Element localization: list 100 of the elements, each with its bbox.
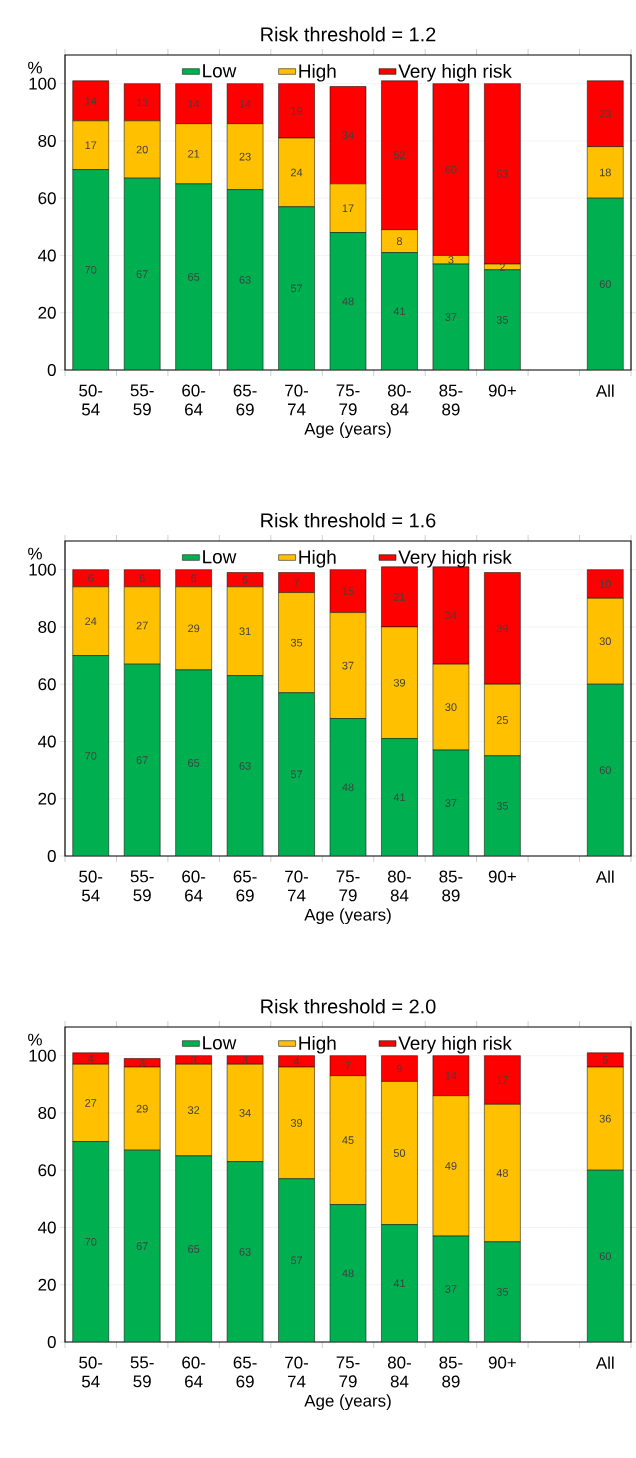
data-label: 30 [599, 637, 611, 646]
data-label: 35 [496, 1288, 508, 1296]
data-label: 8 [396, 237, 403, 246]
data-label: 67 [136, 1242, 148, 1250]
data-label: 60 [599, 1252, 611, 1260]
data-label: 27 [136, 621, 148, 630]
x-tick-label: All [595, 870, 614, 883]
y-tick-label: 80 [38, 1106, 56, 1119]
data-label: 70 [85, 751, 97, 760]
data-label: 45 [342, 1136, 354, 1144]
data-label: 65 [188, 1245, 200, 1253]
data-label: 39 [290, 1119, 303, 1127]
data-label: 5 [602, 1056, 608, 1064]
data-label: 29 [188, 624, 200, 633]
chart-title: Risk threshold = 2.0 [261, 998, 436, 1014]
data-label: 14 [188, 99, 200, 108]
data-label: 14 [85, 97, 97, 105]
data-label: 36 [599, 1114, 611, 1123]
data-label: 49 [445, 1162, 457, 1170]
data-label: 14 [445, 1071, 457, 1080]
x-tick-label: 55-59 [130, 870, 154, 902]
x-tick-label: 50-54 [79, 870, 103, 902]
x-tick-label: 90+ [488, 384, 516, 397]
data-label: 3 [242, 1056, 248, 1064]
data-label: 24 [291, 168, 303, 177]
x-tick-label: 80-84 [387, 870, 411, 902]
data-label: 63 [239, 275, 251, 284]
y-tick-label: 60 [38, 678, 56, 691]
data-label: 60 [599, 280, 611, 288]
chart-title: Risk threshold = 1.2 [261, 26, 436, 42]
y-axis-title: % [28, 1033, 42, 1046]
x-tick-label: 65-69 [233, 384, 257, 416]
data-label: 39 [393, 678, 406, 687]
y-tick-label: 20 [38, 1278, 56, 1291]
data-label: 20 [136, 145, 148, 154]
data-label: 41 [393, 793, 406, 802]
x-tick-label: 60-64 [182, 870, 206, 902]
legend-label: Very high risk [398, 1035, 512, 1054]
x-tick-label: 65-69 [233, 1356, 257, 1388]
data-label: 4 [87, 1054, 94, 1063]
data-label: 37 [342, 661, 354, 670]
x-tick-label: 55-59 [130, 1356, 154, 1388]
data-label: 48 [342, 1269, 354, 1278]
data-label: 6 [88, 574, 94, 583]
x-tick-label: 70-74 [285, 384, 309, 416]
data-label: 35 [496, 802, 508, 810]
data-label: 41 [393, 1279, 406, 1288]
data-label: 9 [396, 1064, 402, 1073]
x-tick-label: 60-64 [182, 1356, 206, 1388]
y-tick-label: 0 [47, 850, 56, 863]
data-label: 10 [600, 580, 611, 588]
legend-label: Low [203, 550, 237, 564]
data-label: 63 [496, 169, 508, 178]
legend-label: High [299, 549, 336, 568]
data-label: 15 [342, 587, 354, 595]
data-label: 65 [188, 759, 200, 767]
y-tick-label: 100 [29, 1049, 56, 1062]
y-tick-label: 60 [38, 1164, 56, 1177]
y-tick-label: 40 [38, 735, 56, 748]
x-tick-label: 70-74 [285, 870, 309, 902]
legend-label: High [299, 63, 336, 82]
data-label: 57 [290, 1256, 303, 1265]
y-tick-label: 60 [38, 192, 56, 205]
x-tick-label: 90+ [488, 1356, 516, 1369]
bar [484, 83, 521, 265]
x-tick-label: 85-89 [439, 870, 463, 902]
data-label: 50 [393, 1149, 406, 1157]
data-label: 3 [191, 1056, 197, 1064]
x-axis-title: Age (years) [304, 1394, 391, 1411]
x-tick-label: 50-54 [79, 384, 103, 416]
y-tick-label: 0 [47, 1336, 56, 1349]
data-label: 14 [239, 99, 251, 108]
data-label: 32 [187, 1106, 200, 1114]
data-label: 23 [599, 109, 611, 118]
data-label: 60 [445, 165, 457, 174]
y-tick-label: 100 [29, 77, 56, 90]
data-label: 52 [393, 151, 406, 160]
x-tick-label: 75-79 [336, 870, 360, 902]
x-tick-label: All [595, 1356, 614, 1369]
data-label: 5 [242, 575, 248, 584]
y-tick-label: 20 [38, 792, 56, 805]
data-label: 48 [342, 783, 354, 792]
data-label: 13 [136, 98, 148, 107]
data-label: 4 [293, 1057, 300, 1066]
data-label: 25 [496, 716, 508, 724]
data-label: 23 [239, 152, 251, 161]
y-tick-label: 40 [38, 1221, 56, 1234]
data-label: 34 [239, 1109, 251, 1117]
x-tick-label: 80-84 [387, 384, 411, 416]
data-label: 7 [345, 1061, 351, 1070]
x-tick-label: 85-89 [439, 1356, 463, 1388]
data-label: 17 [85, 141, 97, 149]
data-label: 18 [600, 168, 611, 177]
data-label: 34 [445, 611, 457, 620]
data-label: 2 [499, 263, 505, 271]
x-tick-label: 65-69 [233, 870, 257, 902]
x-tick-label: All [595, 384, 614, 397]
data-label: 67 [136, 270, 148, 278]
data-label: 35 [290, 638, 303, 647]
data-label: 37 [445, 1285, 457, 1293]
